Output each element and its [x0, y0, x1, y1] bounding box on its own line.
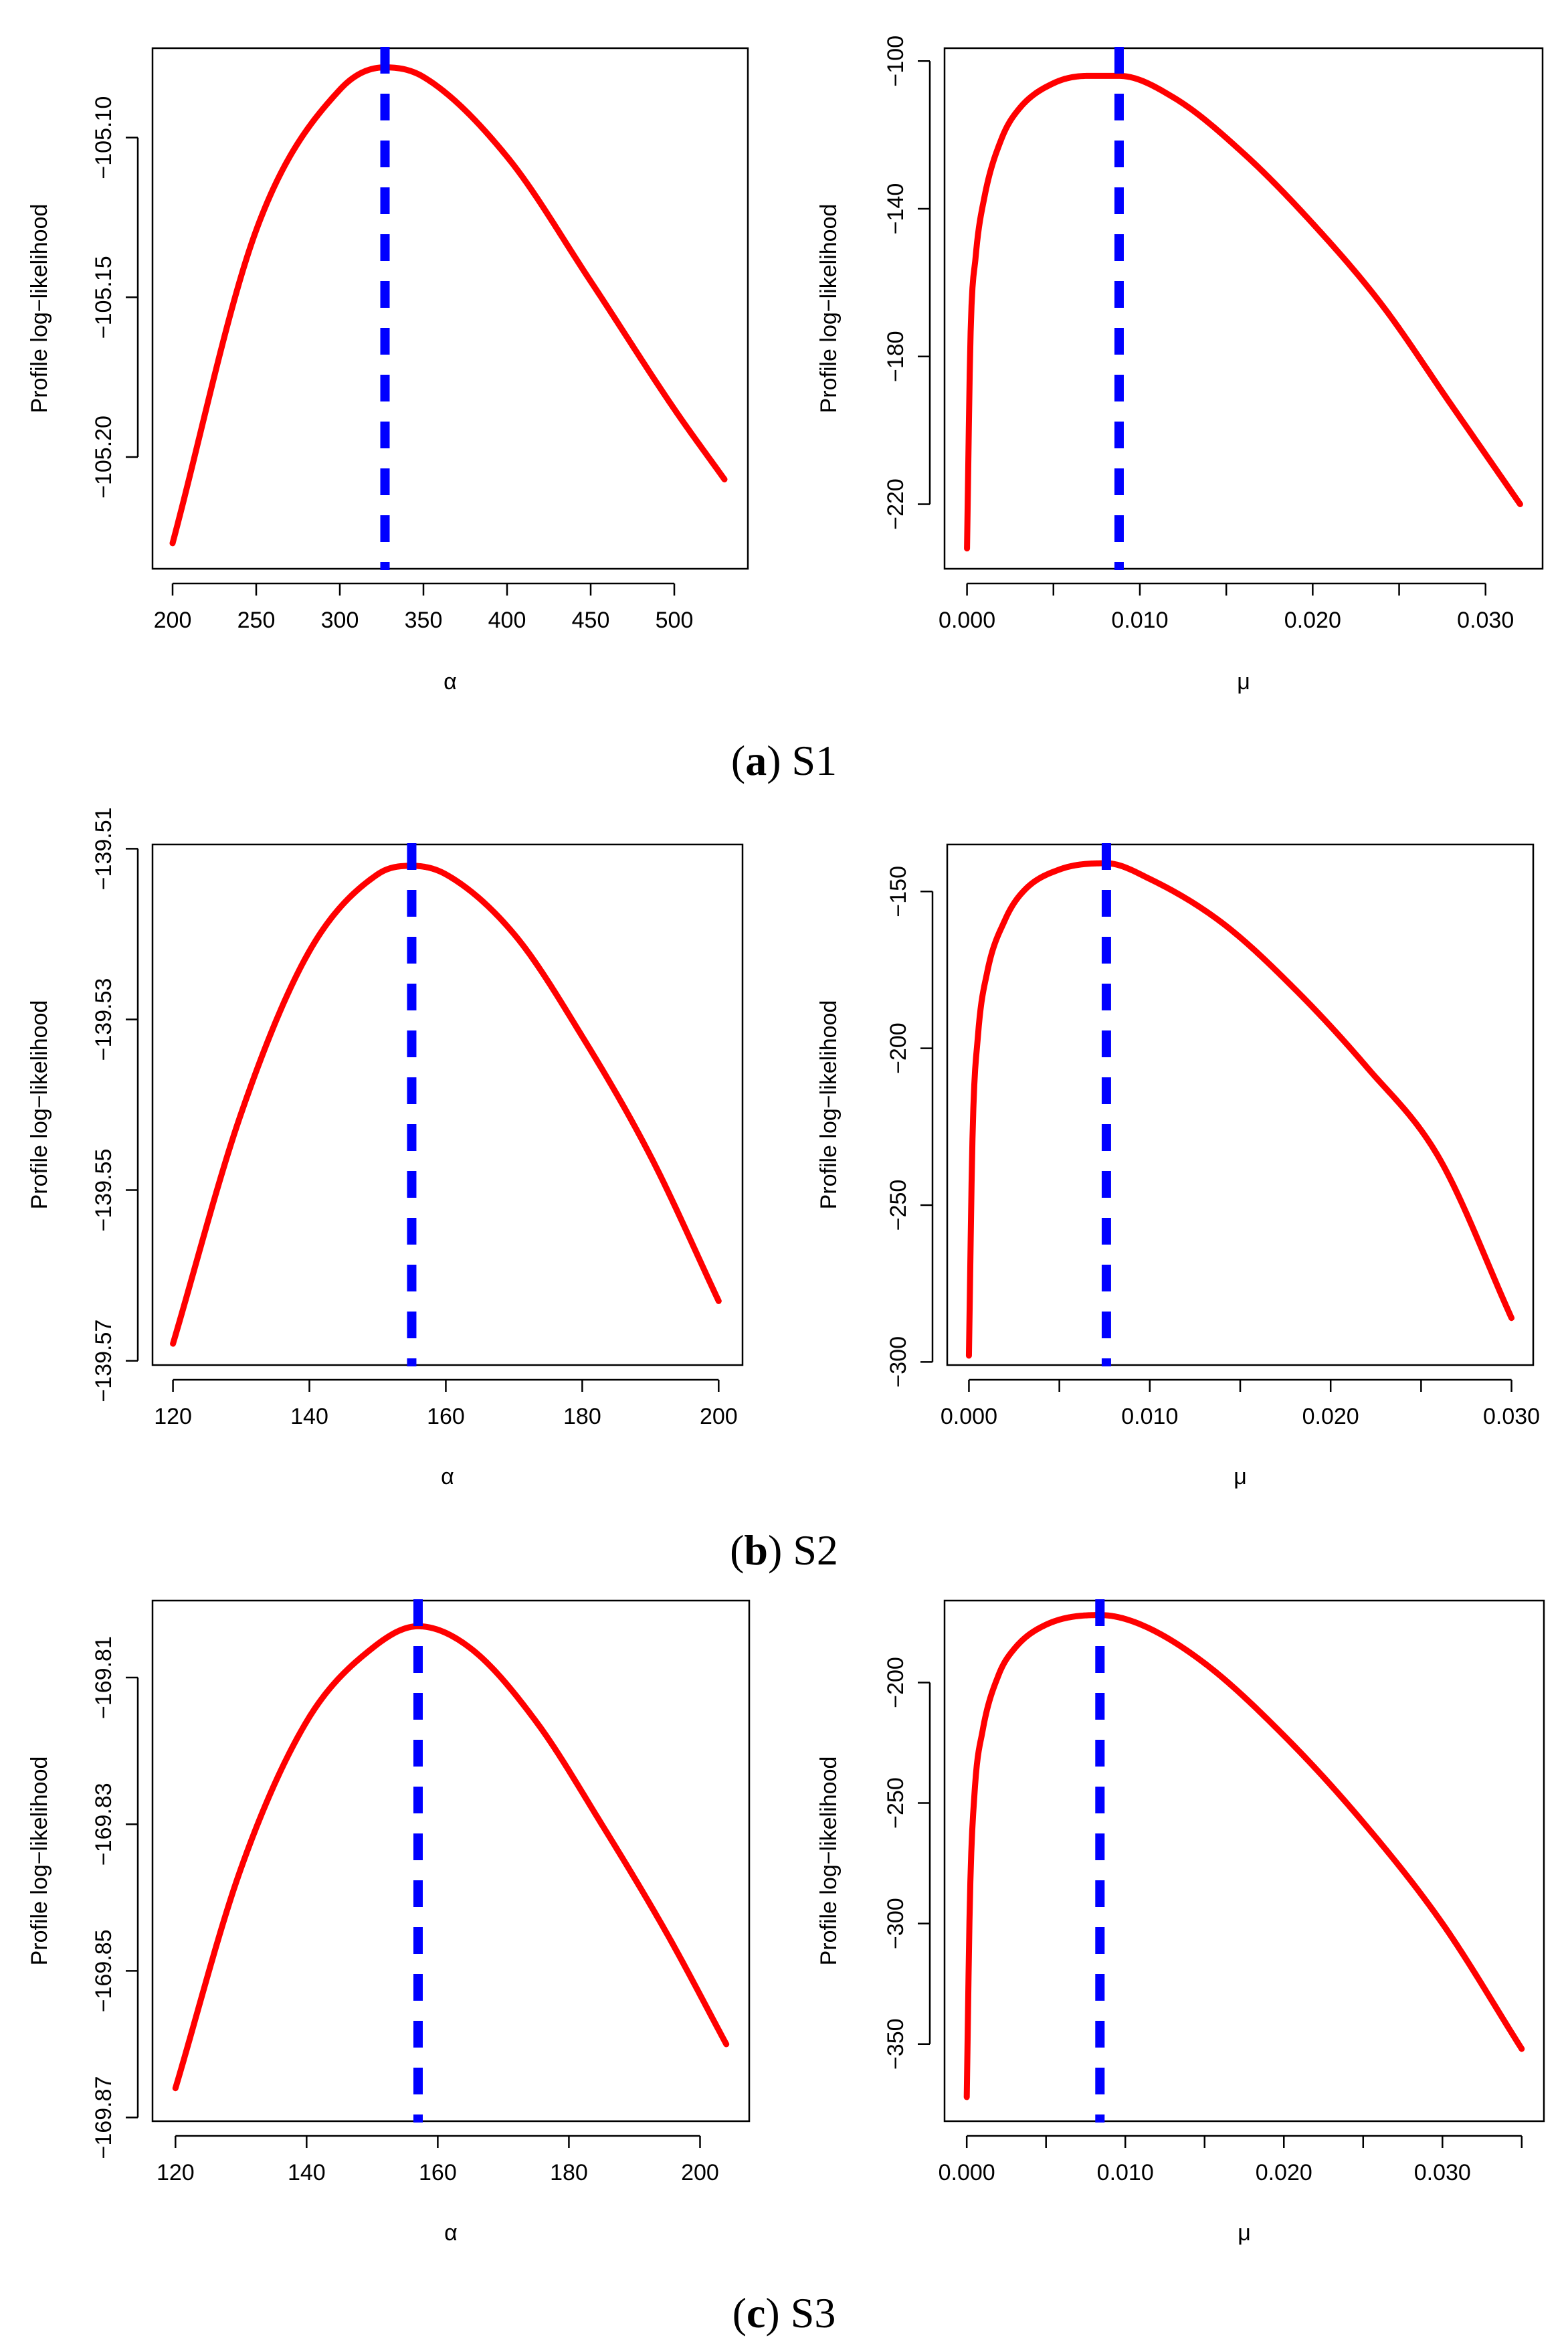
x-tick-label: 0.000	[941, 1404, 997, 1429]
x-tick-label: 0.020	[1302, 1404, 1359, 1429]
x-tick-label: 0.030	[1457, 608, 1514, 633]
plot-frame	[946, 843, 1535, 1366]
x-tick-label: 0.030	[1483, 1404, 1540, 1429]
y-tick-label: −105.10	[91, 96, 116, 179]
profile-likelihood-curve	[172, 1623, 730, 2092]
x-axis-label: μ	[1238, 2220, 1251, 2246]
x-tick-label: 350	[405, 608, 443, 633]
y-axis-label: Profile log−likelihood	[816, 204, 842, 414]
y-tick-label: −250	[886, 1180, 911, 1231]
y-tick-label: −300	[883, 1898, 908, 1949]
y-tick-label: −169.87	[91, 2076, 116, 2159]
x-tick-label: 0.020	[1284, 608, 1341, 633]
x-tick-label: 140	[290, 1404, 328, 1429]
chart-S3-mu: 0.000 0.010 0.020 0.030 −200 −250 −300 −350 μ Pro…	[816, 1599, 1545, 2246]
y-axis-label: Profile log−likelihood	[816, 1000, 842, 1210]
x-tick-label: 160	[419, 2160, 457, 2185]
x-tick-label: 160	[427, 1404, 465, 1429]
x-tick-label: 200	[681, 2160, 719, 2185]
profile-likelihood-curve	[170, 863, 722, 1347]
x-tick-label: 0.000	[939, 608, 995, 633]
plot-frame	[151, 843, 744, 1366]
plot-frame	[943, 1599, 1545, 2123]
x-tick-label: 120	[154, 1404, 192, 1429]
x-tick-label: 300	[321, 608, 359, 633]
plot-frame	[151, 1599, 751, 2123]
y-axis-label: Profile log−likelihood	[816, 1756, 842, 1966]
x-tick-label: 0.010	[1121, 1404, 1178, 1429]
x-tick-label: 500	[656, 608, 694, 633]
y-tick-label: −200	[883, 1657, 908, 1708]
y-tick-label: −139.55	[91, 1149, 116, 1232]
profile-likelihood-curve	[964, 72, 1523, 552]
x-tick-label: 0.000	[939, 2160, 995, 2185]
x-tick-label: 0.010	[1097, 2160, 1154, 2185]
chart-S2-mu: 0.000 0.010 0.020 0.030 −150 −200 −250 −300 μ Pro…	[816, 843, 1540, 1490]
y-tick-label: −140	[883, 183, 908, 235]
x-axis-label: α	[444, 2220, 458, 2246]
x-tick-label: 0.010	[1111, 608, 1168, 633]
y-tick-label: −150	[886, 866, 911, 917]
y-axis-label: Profile log−likelihood	[27, 204, 52, 414]
chart-S2-alpha: 120 140 160 180 200 −139.51 −139.53 −139.55 −139…	[27, 807, 744, 1490]
x-tick-label: 400	[488, 608, 526, 633]
plot-frame	[943, 47, 1544, 570]
y-axis-label: Profile log−likelihood	[27, 1756, 52, 1966]
x-axis-label: α	[441, 1464, 454, 1490]
caption-s2: (b) S2	[730, 1526, 838, 1574]
y-tick-label: −105.20	[91, 416, 116, 499]
x-tick-label: 120	[157, 2160, 195, 2185]
y-tick-label: −180	[883, 331, 908, 382]
x-tick-label: 200	[700, 1404, 738, 1429]
x-tick-label: 200	[154, 608, 192, 633]
x-axis-label: μ	[1237, 669, 1250, 695]
caption-s3: (c) S3	[732, 2289, 836, 2337]
x-axis-label: μ	[1234, 1464, 1247, 1490]
x-tick-label: 250	[237, 608, 276, 633]
chart-S1-alpha: 200 250 300 350 400 450 500 −105.10 −105.15 −105.…	[27, 47, 749, 695]
chart-S1-mu: 0.000 0.010 0.020 0.030 −100 −140 −180 −220 μ Pro…	[816, 35, 1544, 695]
x-tick-label: 180	[550, 2160, 588, 2185]
x-axis-label: α	[444, 669, 457, 695]
y-axis-label: Profile log−likelihood	[27, 1000, 52, 1210]
x-tick-label: 180	[563, 1404, 601, 1429]
x-tick-label: 0.030	[1414, 2160, 1471, 2185]
y-tick-label: −300	[886, 1336, 911, 1388]
profile-likelihood-curve	[169, 64, 728, 547]
profile-likelihood-curve	[965, 860, 1515, 1359]
profile-likelihood-curve	[963, 1612, 1525, 2100]
x-tick-label: 140	[288, 2160, 326, 2185]
y-tick-label: −139.57	[91, 1320, 116, 1403]
plot-frame	[151, 47, 749, 570]
chart-S3-alpha: 120 140 160 180 200 −169.81 −169.83 −169.85 −169…	[27, 1599, 751, 2246]
y-tick-label: −105.15	[91, 256, 116, 339]
y-tick-label: −250	[883, 1777, 908, 1829]
y-tick-label: −200	[886, 1022, 911, 1074]
y-tick-label: −220	[883, 478, 908, 530]
y-tick-label: −169.83	[91, 1783, 116, 1866]
y-tick-label: −169.85	[91, 1929, 116, 2012]
y-tick-label: −139.53	[91, 978, 116, 1061]
x-tick-label: 0.020	[1256, 2160, 1312, 2185]
y-tick-label: −350	[883, 2018, 908, 2070]
x-tick-label: 450	[572, 608, 610, 633]
y-tick-label: −139.51	[91, 807, 116, 890]
y-tick-label: −100	[883, 35, 908, 87]
caption-s1: (a) S1	[731, 737, 837, 784]
y-tick-label: −169.81	[91, 1636, 116, 1719]
